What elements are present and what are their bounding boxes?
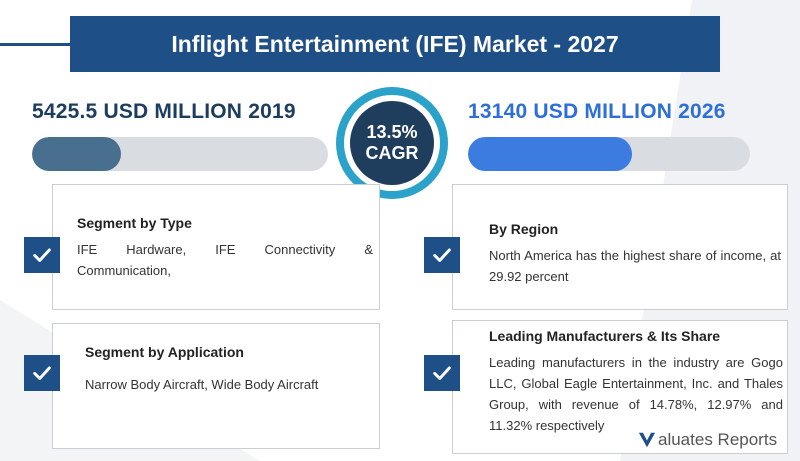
header-accent-line bbox=[0, 43, 80, 46]
type-word: IFE bbox=[77, 242, 98, 257]
logo-text: aluates Reports bbox=[658, 430, 778, 449]
check-icon bbox=[24, 237, 60, 273]
progress-fill-2019 bbox=[32, 137, 121, 171]
page-title: Inflight Entertainment (IFE) Market - 20… bbox=[171, 30, 619, 57]
check-icon bbox=[24, 355, 60, 391]
type-line1: IFE Hardware, IFE Connectivity & bbox=[77, 239, 373, 260]
title-banner: Inflight Entertainment (IFE) Market - 20… bbox=[70, 16, 720, 72]
valuates-logo: aluates Reports bbox=[634, 428, 782, 452]
type-word: Connectivity bbox=[264, 242, 336, 257]
card-text-type: IFE Hardware, IFE Connectivity & Communicati… bbox=[77, 239, 373, 281]
progress-fill-2026 bbox=[468, 137, 632, 171]
progress-bar-2026 bbox=[468, 137, 750, 171]
cagr-label: CAGR bbox=[365, 143, 419, 163]
card-text-region: North America has the highest share of i… bbox=[489, 248, 781, 284]
card-title-application: Segment by Application bbox=[85, 344, 244, 360]
check-icon bbox=[424, 237, 460, 273]
logo-v-icon bbox=[638, 432, 656, 448]
type-word: & bbox=[364, 242, 373, 257]
stat-2026: 13140 USD MILLION 2026 bbox=[468, 100, 726, 123]
card-text-manufacturers: Leading manufacturers in the industry ar… bbox=[489, 355, 783, 433]
type-word: IFE bbox=[215, 242, 236, 257]
check-icon bbox=[424, 355, 460, 391]
card-by-region: By Region North America has the highest … bbox=[452, 184, 788, 310]
cagr-badge: 13.5% CAGR bbox=[336, 87, 448, 199]
type-word: Hardware, bbox=[126, 242, 187, 257]
card-segment-by-application: Segment by Application Narrow Body Aircr… bbox=[52, 323, 380, 449]
card-title-type: Segment by Type bbox=[77, 215, 192, 231]
card-segment-by-type: Segment by Type IFE Hardware, IFE Connectiv… bbox=[52, 184, 380, 310]
card-title-region: By Region bbox=[489, 221, 559, 237]
cagr-value: 13.5% bbox=[366, 122, 418, 142]
progress-bar-2019 bbox=[32, 137, 328, 171]
type-line2: Communication, bbox=[77, 263, 171, 278]
card-title-manufacturers: Leading Manufacturers & Its Share bbox=[489, 328, 721, 344]
stat-2019: 5425.5 USD MILLION 2019 bbox=[32, 100, 296, 123]
card-text-application: Narrow Body Aircraft, Wide Body Aircraft bbox=[85, 377, 319, 392]
